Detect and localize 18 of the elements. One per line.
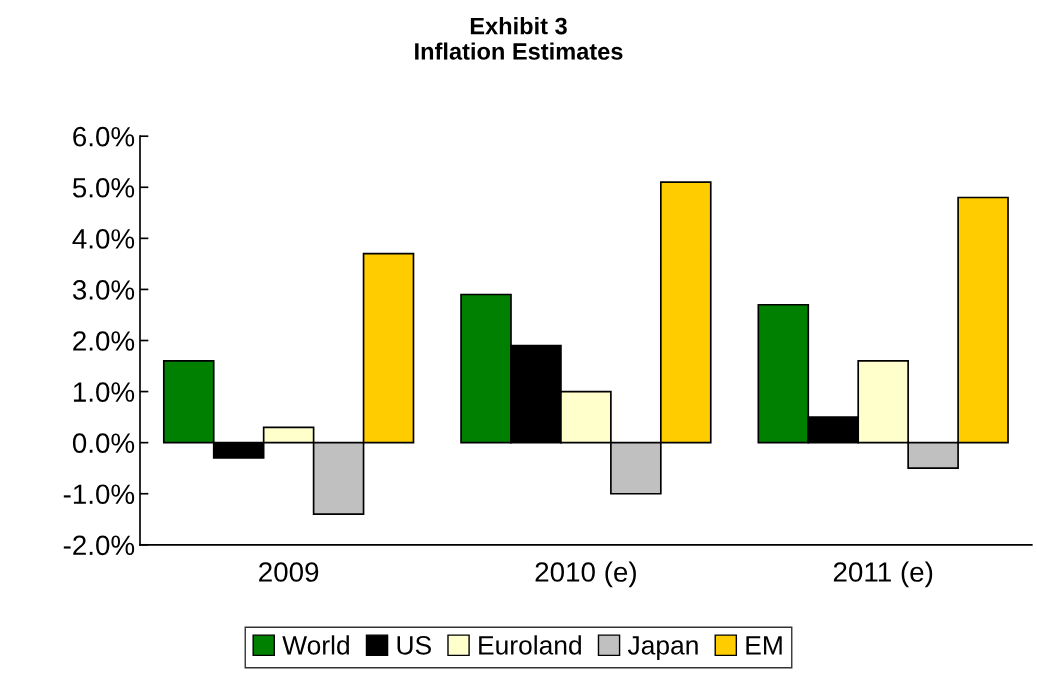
legend-label: US	[397, 635, 431, 655]
y-tick-label: 5.0%	[72, 177, 135, 198]
y-tick-label: 2.0%	[73, 331, 135, 351]
chart-title: Exhibit 3 Inflation Estimates	[415, 17, 623, 60]
y-tick-label: 3.0%	[72, 280, 135, 300]
x-tick-label: 2010 (e)	[535, 561, 636, 588]
y-tick-label: 1.0%	[73, 382, 135, 402]
x-tick-label: 2011 (e)	[833, 561, 933, 588]
legend-label: Euroland	[479, 635, 581, 655]
x-tick-label: 2009	[259, 562, 319, 582]
y-tick-label: 6.0%	[73, 126, 135, 147]
legend-label: Japan	[627, 636, 698, 660]
y-tick-label: 4.0%	[72, 229, 135, 249]
y-tick-label: -2.0%	[63, 535, 135, 556]
legend-label: EM	[746, 636, 782, 655]
y-tick-label: 0.0%	[72, 433, 135, 453]
y-tick-label: -1.0%	[63, 484, 135, 505]
legend-label: World	[282, 635, 349, 655]
